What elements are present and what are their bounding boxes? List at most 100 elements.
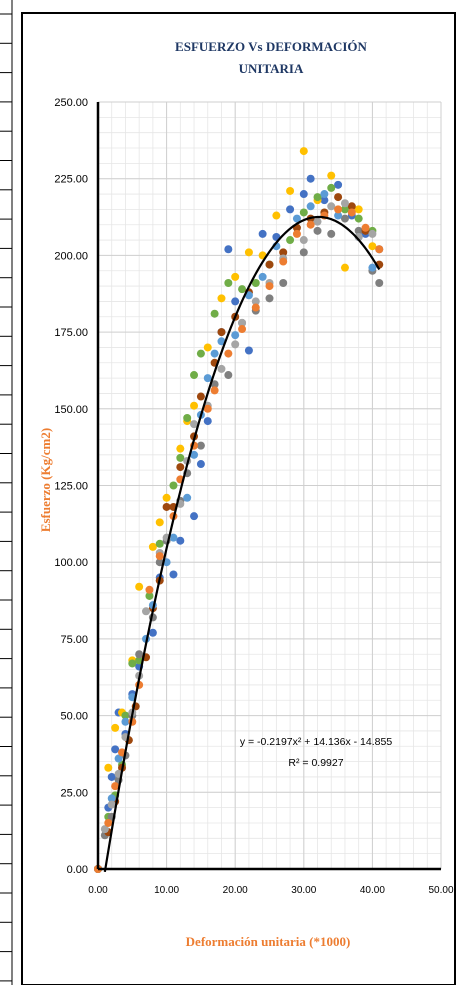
data-point — [286, 186, 295, 195]
y-tick-label: 225.00 — [54, 174, 88, 186]
data-point — [299, 147, 308, 156]
y-axis-title: Esfuerzo (Kg/cm2) — [38, 428, 53, 532]
data-point — [217, 364, 226, 373]
x-tick-label: 40.00 — [360, 885, 385, 896]
data-point — [145, 585, 154, 594]
data-point — [162, 493, 171, 502]
data-point — [121, 711, 130, 720]
data-point — [299, 190, 308, 199]
data-point — [111, 745, 120, 754]
data-point — [306, 174, 315, 183]
data-point — [155, 518, 164, 527]
data-point — [190, 401, 199, 410]
data-point — [111, 782, 120, 791]
x-tick-label: 20.00 — [223, 885, 248, 896]
data-point — [107, 772, 116, 781]
data-point — [265, 260, 274, 269]
data-point — [292, 229, 301, 238]
data-point — [313, 226, 322, 235]
data-point — [224, 279, 233, 288]
data-point — [190, 420, 199, 429]
data-point — [375, 279, 384, 288]
trend-line — [103, 215, 381, 873]
data-point — [327, 171, 336, 180]
data-point — [217, 328, 226, 337]
data-point — [347, 202, 356, 211]
data-point — [135, 582, 144, 591]
y-tick-label: 175.00 — [54, 327, 88, 339]
y-tick-label: 75.00 — [60, 634, 88, 646]
data-point — [258, 272, 267, 281]
data-point — [313, 193, 322, 202]
y-tick-label: 125.00 — [54, 481, 88, 493]
data-point — [155, 552, 164, 561]
data-point — [135, 656, 144, 665]
data-point — [231, 297, 240, 306]
data-point — [327, 202, 336, 211]
y-tick-label: 0.00 — [67, 864, 88, 876]
data-point — [107, 800, 116, 809]
data-point — [320, 190, 329, 199]
data-point — [176, 536, 185, 545]
y-tick-label: 50.00 — [60, 711, 88, 723]
data-point — [279, 257, 288, 266]
trendline-equation: y = -0.2197x² + 14.136x - 14.855 — [240, 736, 393, 748]
data-point — [217, 337, 226, 346]
data-point — [169, 533, 178, 542]
trendline-r-squared: R² = 0.9927 — [288, 757, 343, 769]
data-point — [135, 650, 144, 659]
data-point — [368, 242, 377, 251]
data-point — [203, 343, 212, 352]
data-point — [190, 512, 199, 521]
data-point — [231, 340, 240, 349]
data-point — [251, 279, 260, 288]
data-point — [375, 245, 384, 254]
data-point — [347, 208, 356, 217]
y-tick-label: 150.00 — [54, 404, 88, 416]
data-point — [334, 180, 343, 189]
data-point — [340, 205, 349, 214]
data-point — [313, 217, 322, 226]
data-point — [354, 205, 363, 214]
y-tick-label: 100.00 — [54, 557, 88, 569]
data-point — [196, 349, 205, 358]
data-point — [210, 380, 219, 389]
data-point — [354, 226, 363, 235]
data-point — [210, 349, 219, 358]
data-points — [94, 147, 384, 873]
data-point — [368, 229, 377, 238]
data-point — [169, 481, 178, 490]
data-point — [327, 183, 336, 192]
data-point — [299, 208, 308, 217]
data-point — [306, 202, 315, 211]
data-point — [210, 386, 219, 395]
data-point — [238, 325, 247, 334]
data-point — [320, 196, 329, 205]
data-point — [340, 199, 349, 208]
data-point — [231, 272, 240, 281]
data-point — [286, 236, 295, 245]
data-point — [334, 205, 343, 214]
data-point — [155, 558, 164, 567]
y-tick-label: 250.00 — [54, 97, 88, 109]
data-point — [203, 417, 212, 426]
data-point — [272, 211, 281, 220]
data-point — [279, 248, 288, 257]
data-point — [190, 371, 199, 380]
data-point — [258, 229, 267, 238]
data-point — [238, 318, 247, 327]
data-point — [265, 294, 274, 303]
data-point — [361, 223, 370, 232]
data-point — [368, 263, 377, 272]
data-point — [169, 570, 178, 579]
data-point — [327, 229, 336, 238]
data-point — [244, 248, 253, 257]
data-point — [196, 441, 205, 450]
data-point — [224, 349, 233, 358]
y-tick-label: 25.00 — [60, 787, 88, 799]
data-point — [203, 374, 212, 383]
data-point — [142, 607, 151, 616]
data-point — [203, 404, 212, 413]
